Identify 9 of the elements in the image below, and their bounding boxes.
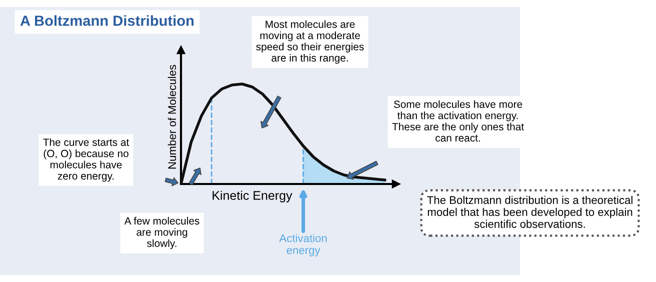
y-axis-title: Number of Molecules <box>168 64 176 169</box>
annotation: Some molecules have more than the activation energy. These are the only ones that can react. <box>392 100 524 142</box>
text: The curve starts at (O, O) because no molecules have zero energy. <box>43 138 130 182</box>
x-axis-title: Kinetic Energy <box>212 190 292 202</box>
text: A few molecules are moving slowly. <box>124 216 200 250</box>
text: Activation energy <box>279 234 327 256</box>
text: The Boltzmann distribution is a theoretical model that has been developed to explain scientific observations. <box>427 196 632 228</box>
text: Most molecules are moving at a moderate speed so their energies are in this range. <box>256 20 364 64</box>
chart-title: A Boltzmann Distribution <box>20 15 194 26</box>
